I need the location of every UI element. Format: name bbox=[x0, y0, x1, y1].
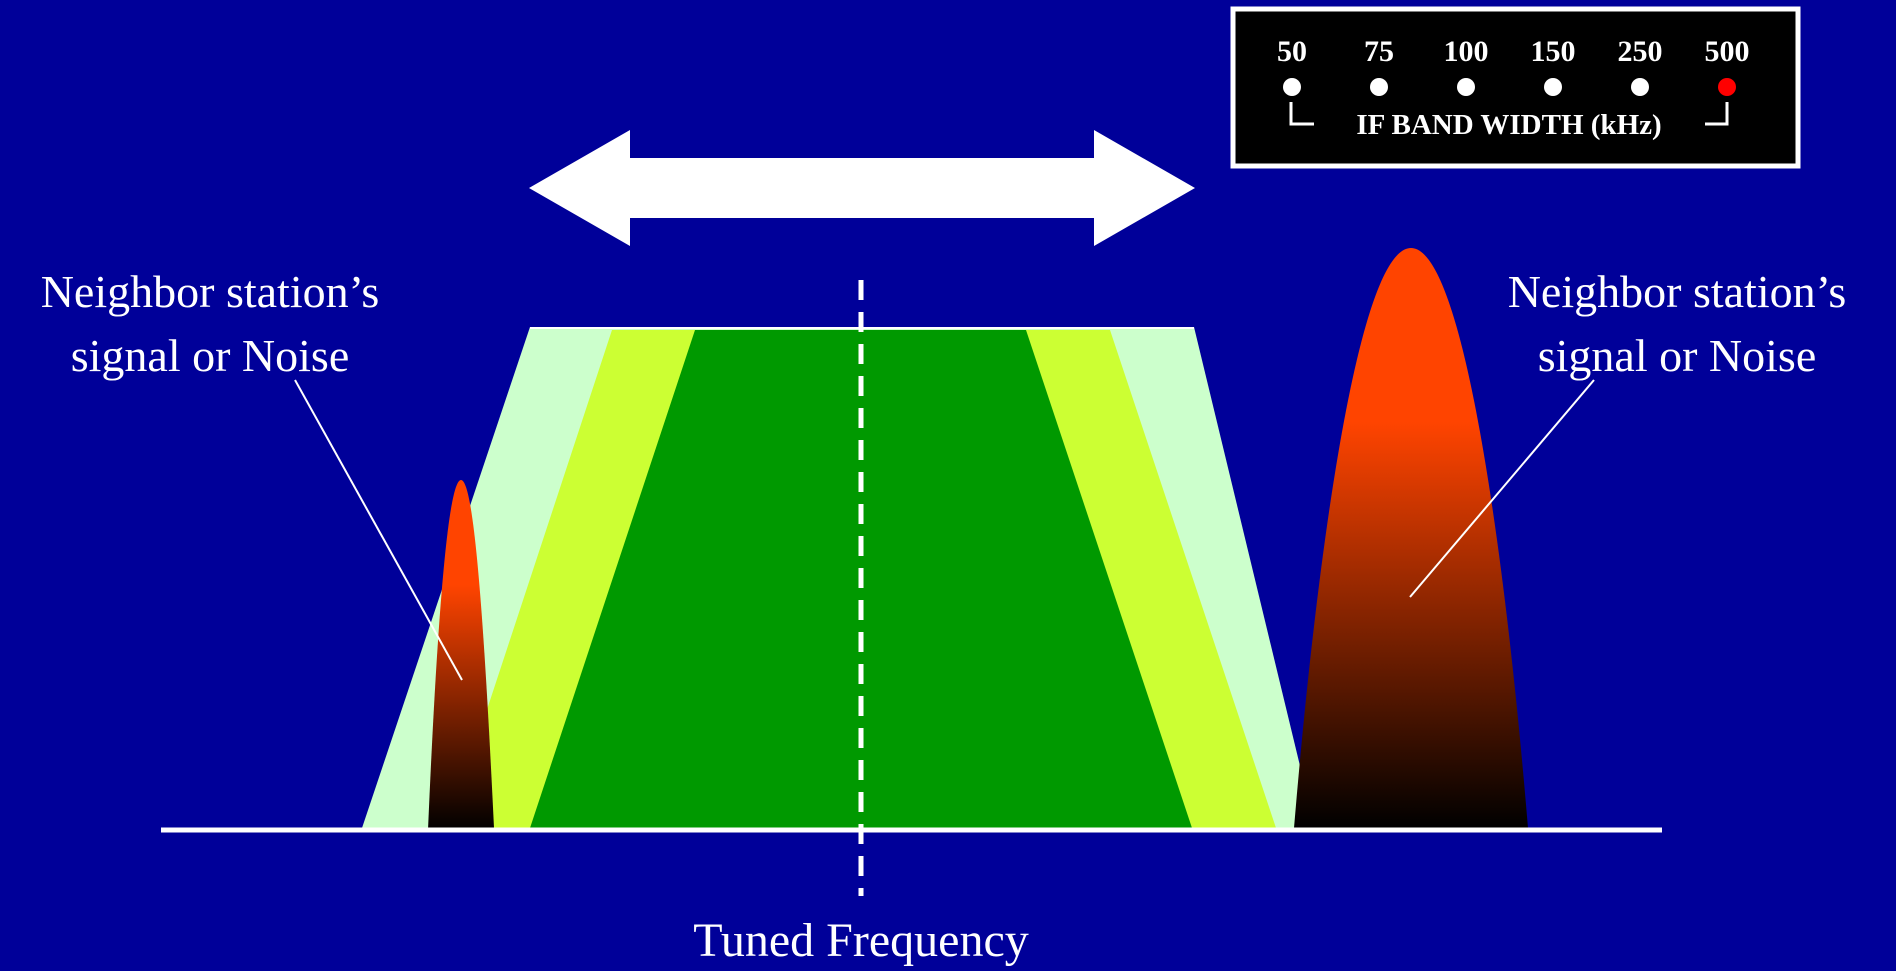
bandwidth-option-250-indicator bbox=[1631, 78, 1649, 96]
right-signal-label-line1: Neighbor station’s bbox=[1508, 266, 1847, 317]
bandwidth-option-50-indicator bbox=[1283, 78, 1301, 96]
if-bandwidth-panel-frame bbox=[1230, 6, 1801, 169]
bandwidth-option-50-label: 50 bbox=[1277, 35, 1307, 68]
left-neighbor-signal-peak bbox=[428, 480, 494, 830]
bandwidth-option-75-label: 75 bbox=[1364, 35, 1394, 68]
bandwidth-option-500-indicator bbox=[1718, 78, 1736, 96]
left-label-leader-line bbox=[294, 379, 463, 681]
bandwidth-option-100-indicator bbox=[1457, 78, 1475, 96]
if-bandwidth-panel: 50 75 100 150 250 500 IF BAND WIDTH (kHz) bbox=[1230, 6, 1801, 169]
bandwidth-adjust-arrow bbox=[529, 130, 1195, 246]
bandwidth-option-100-label: 100 bbox=[1444, 35, 1489, 68]
bandwidth-option-150-indicator bbox=[1544, 78, 1562, 96]
bandwidth-bracket-right bbox=[1705, 102, 1729, 126]
if-bandwidth-caption: IF BAND WIDTH (kHz) bbox=[1356, 109, 1661, 141]
tuned-frequency-label: Tuned Frequency bbox=[693, 914, 1029, 966]
bandwidth-option-250-label: 250 bbox=[1618, 35, 1663, 68]
right-neighbor-signal-peak bbox=[1294, 248, 1528, 828]
bandwidth-option-75-indicator bbox=[1370, 78, 1388, 96]
bandwidth-option-500-label: 500 bbox=[1705, 35, 1750, 68]
left-signal-label-line2: signal or Noise bbox=[71, 330, 350, 381]
right-label-leader-line bbox=[1409, 379, 1595, 598]
left-signal-label-line1: Neighbor station’s bbox=[41, 266, 380, 317]
right-signal-label-line2: signal or Noise bbox=[1538, 330, 1817, 381]
bandwidth-bracket-left bbox=[1289, 102, 1314, 126]
bandwidth-option-150-label: 150 bbox=[1531, 35, 1576, 68]
